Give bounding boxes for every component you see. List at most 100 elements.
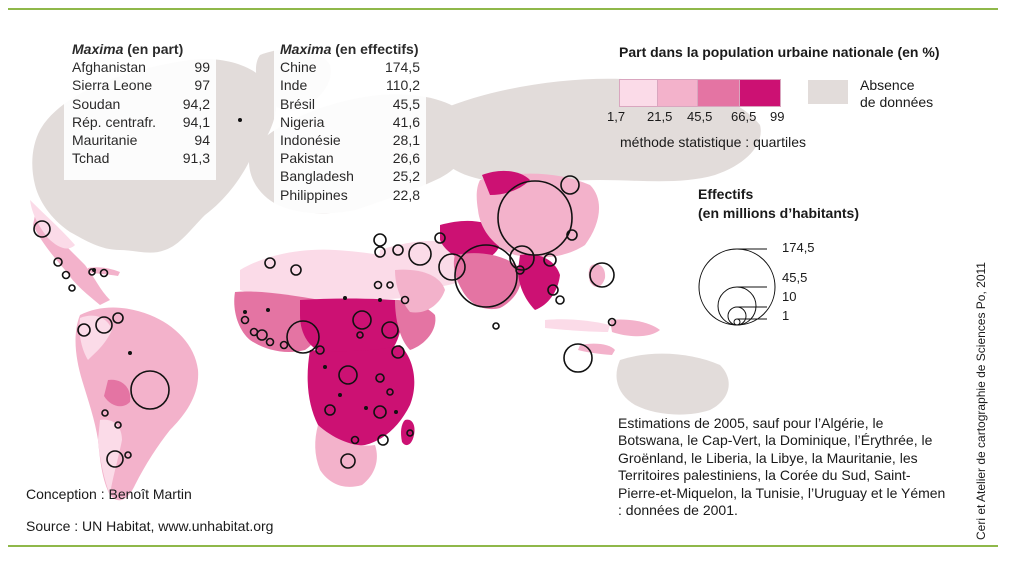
maxima-effectifs-table: Maxima (en effectifs) Chine 174,5 Inde 110,… — [274, 12, 426, 213]
circle-south-africa — [340, 453, 356, 469]
circle-small-9 — [279, 340, 289, 350]
size-label-4: 1 — [782, 308, 790, 323]
mexico-landmass — [30, 200, 75, 249]
sahel-central-africa — [300, 298, 402, 359]
circle-small-23 — [555, 295, 565, 305]
circle-china — [497, 180, 573, 256]
philippines — [588, 264, 606, 287]
maxima-part-country: Afghanistan — [72, 59, 146, 76]
circle-small-25 — [406, 429, 414, 437]
maxima-part-row: Rép. centrafr. 94,1 — [72, 113, 210, 131]
maxima-effectifs-value: 45,5 — [392, 95, 420, 112]
maxima-part-value: 94 — [194, 132, 210, 149]
legend-nodata-label: Absence de données — [860, 77, 934, 110]
legend-break-label: 66,5 — [731, 109, 757, 124]
maxima-effectifs-country: Pakistan — [280, 150, 334, 167]
circle-bangladesh — [509, 245, 535, 271]
maxima-effectifs-country: Bangladesh — [280, 168, 354, 185]
circle-small-7 — [249, 327, 259, 337]
maxima-part-title: Maxima (en part) — [72, 41, 184, 57]
maxima-part-country: Sierra Leone — [72, 77, 153, 94]
legend-break-label: 45,5 — [687, 109, 713, 124]
legend-swatch-2 — [657, 79, 699, 107]
circle-thailand — [547, 284, 559, 296]
horn-of-africa — [395, 300, 436, 350]
maxima-effectifs-value: 25,2 — [392, 168, 420, 185]
circle-small-18 — [124, 451, 132, 459]
maxima-effectifs-row: Inde 110,2 — [280, 76, 420, 94]
maxima-effectifs-rows: Chine 174,5 Inde 110,2 Brésil 45,5 Nigeria 41,6… — [280, 58, 426, 204]
circle-brazil — [130, 370, 170, 410]
maxima-effectifs-row: Pakistan 26,6 — [280, 149, 420, 167]
west-africa-region — [234, 291, 322, 352]
southern-africa — [315, 425, 377, 487]
legend-swatch-4 — [739, 79, 781, 107]
conception-credit: Conception : Benoît Martin — [26, 486, 192, 502]
circle-turkey — [374, 246, 386, 258]
circle-argentina — [106, 450, 124, 468]
maxima-effectifs-value: 174,5 — [384, 59, 420, 76]
maxima-effectifs-row: Philippines 22,8 — [280, 186, 420, 204]
circle-small-14 — [356, 331, 364, 339]
circle-ethiopia — [352, 310, 372, 330]
maxima-part-value: 97 — [194, 77, 210, 94]
circle-small-22 — [492, 322, 500, 330]
central-east-africa — [307, 345, 415, 446]
south-asia — [453, 253, 522, 310]
circle-small-8 — [265, 337, 275, 347]
papua — [610, 319, 660, 337]
vertical-credit: Ceri et Atelier de cartographie de Scien… — [974, 262, 988, 540]
circle-small-11 — [373, 280, 383, 290]
maxima-part-value: 91,3 — [182, 150, 210, 167]
circle-small-15 — [375, 373, 385, 383]
maxima-part-value: 94,1 — [182, 113, 210, 130]
indonesia — [545, 319, 610, 332]
size-legend-circles — [698, 248, 776, 326]
circle-mozambique — [377, 434, 389, 446]
circle-small-13 — [386, 281, 394, 289]
maxima-part-value: 99 — [194, 59, 210, 76]
maxima-effectifs-country: Inde — [280, 77, 308, 94]
circle-ghana — [256, 329, 268, 341]
circle-small-17 — [350, 435, 360, 445]
maxima-part-country: Mauritanie — [72, 132, 138, 149]
legend-swatch-1 — [619, 79, 659, 107]
maxima-effectifs-country: Brésil — [280, 95, 316, 112]
circle-small-19 — [101, 409, 109, 417]
circle-small-21 — [515, 265, 525, 275]
circle-egypt — [408, 242, 432, 266]
circle-small-6 — [240, 315, 250, 325]
maxima-part-row: Sierra Leone 97 — [72, 76, 210, 94]
maxima-effectifs-row: Indonésie 28,1 — [280, 131, 420, 149]
circle-vietnam — [560, 175, 580, 195]
maxima-effectifs-value: 22,8 — [392, 186, 420, 203]
australia-landmass — [616, 353, 729, 415]
circle-small-2 — [61, 270, 71, 280]
legend-break-label: 99 — [770, 109, 785, 124]
circle-korea — [566, 229, 578, 241]
maxima-part-row: Mauritanie 94 — [72, 131, 210, 149]
circle-india — [454, 244, 518, 308]
effectifs-title: Effectifs (en millions d’habitants) — [698, 186, 860, 221]
southern-cone — [98, 419, 122, 495]
circle-small-3 — [68, 284, 76, 292]
circle-philippines — [589, 262, 615, 288]
maxima-part-rows: Afghanistan 99 Sierra Leone 97 Soudan 94,2 Rép… — [72, 58, 216, 167]
maxima-effectifs-row: Chine 174,5 — [280, 58, 420, 76]
maxima-effectifs-value: 26,6 — [392, 150, 420, 167]
circle-indonesia — [563, 343, 593, 373]
circle-kenya — [391, 345, 405, 359]
china-west — [482, 170, 530, 195]
maxima-effectifs-country: Nigeria — [280, 113, 325, 130]
legend-title: Part dans la population urbaine national… — [619, 44, 940, 60]
frame-top-rule — [8, 8, 998, 10]
maxima-part-country: Rép. centrafr. — [72, 113, 157, 130]
maxima-effectifs-value: 28,1 — [392, 132, 420, 149]
maxima-effectifs-value: 110,2 — [386, 77, 420, 94]
maxima-effectifs-country: Chine — [280, 59, 317, 76]
maxima-effectifs-country: Indonésie — [280, 132, 341, 149]
circle-sudan — [381, 321, 399, 339]
caribbean-islands — [88, 267, 120, 276]
size-label-1: 174,5 — [782, 240, 815, 255]
